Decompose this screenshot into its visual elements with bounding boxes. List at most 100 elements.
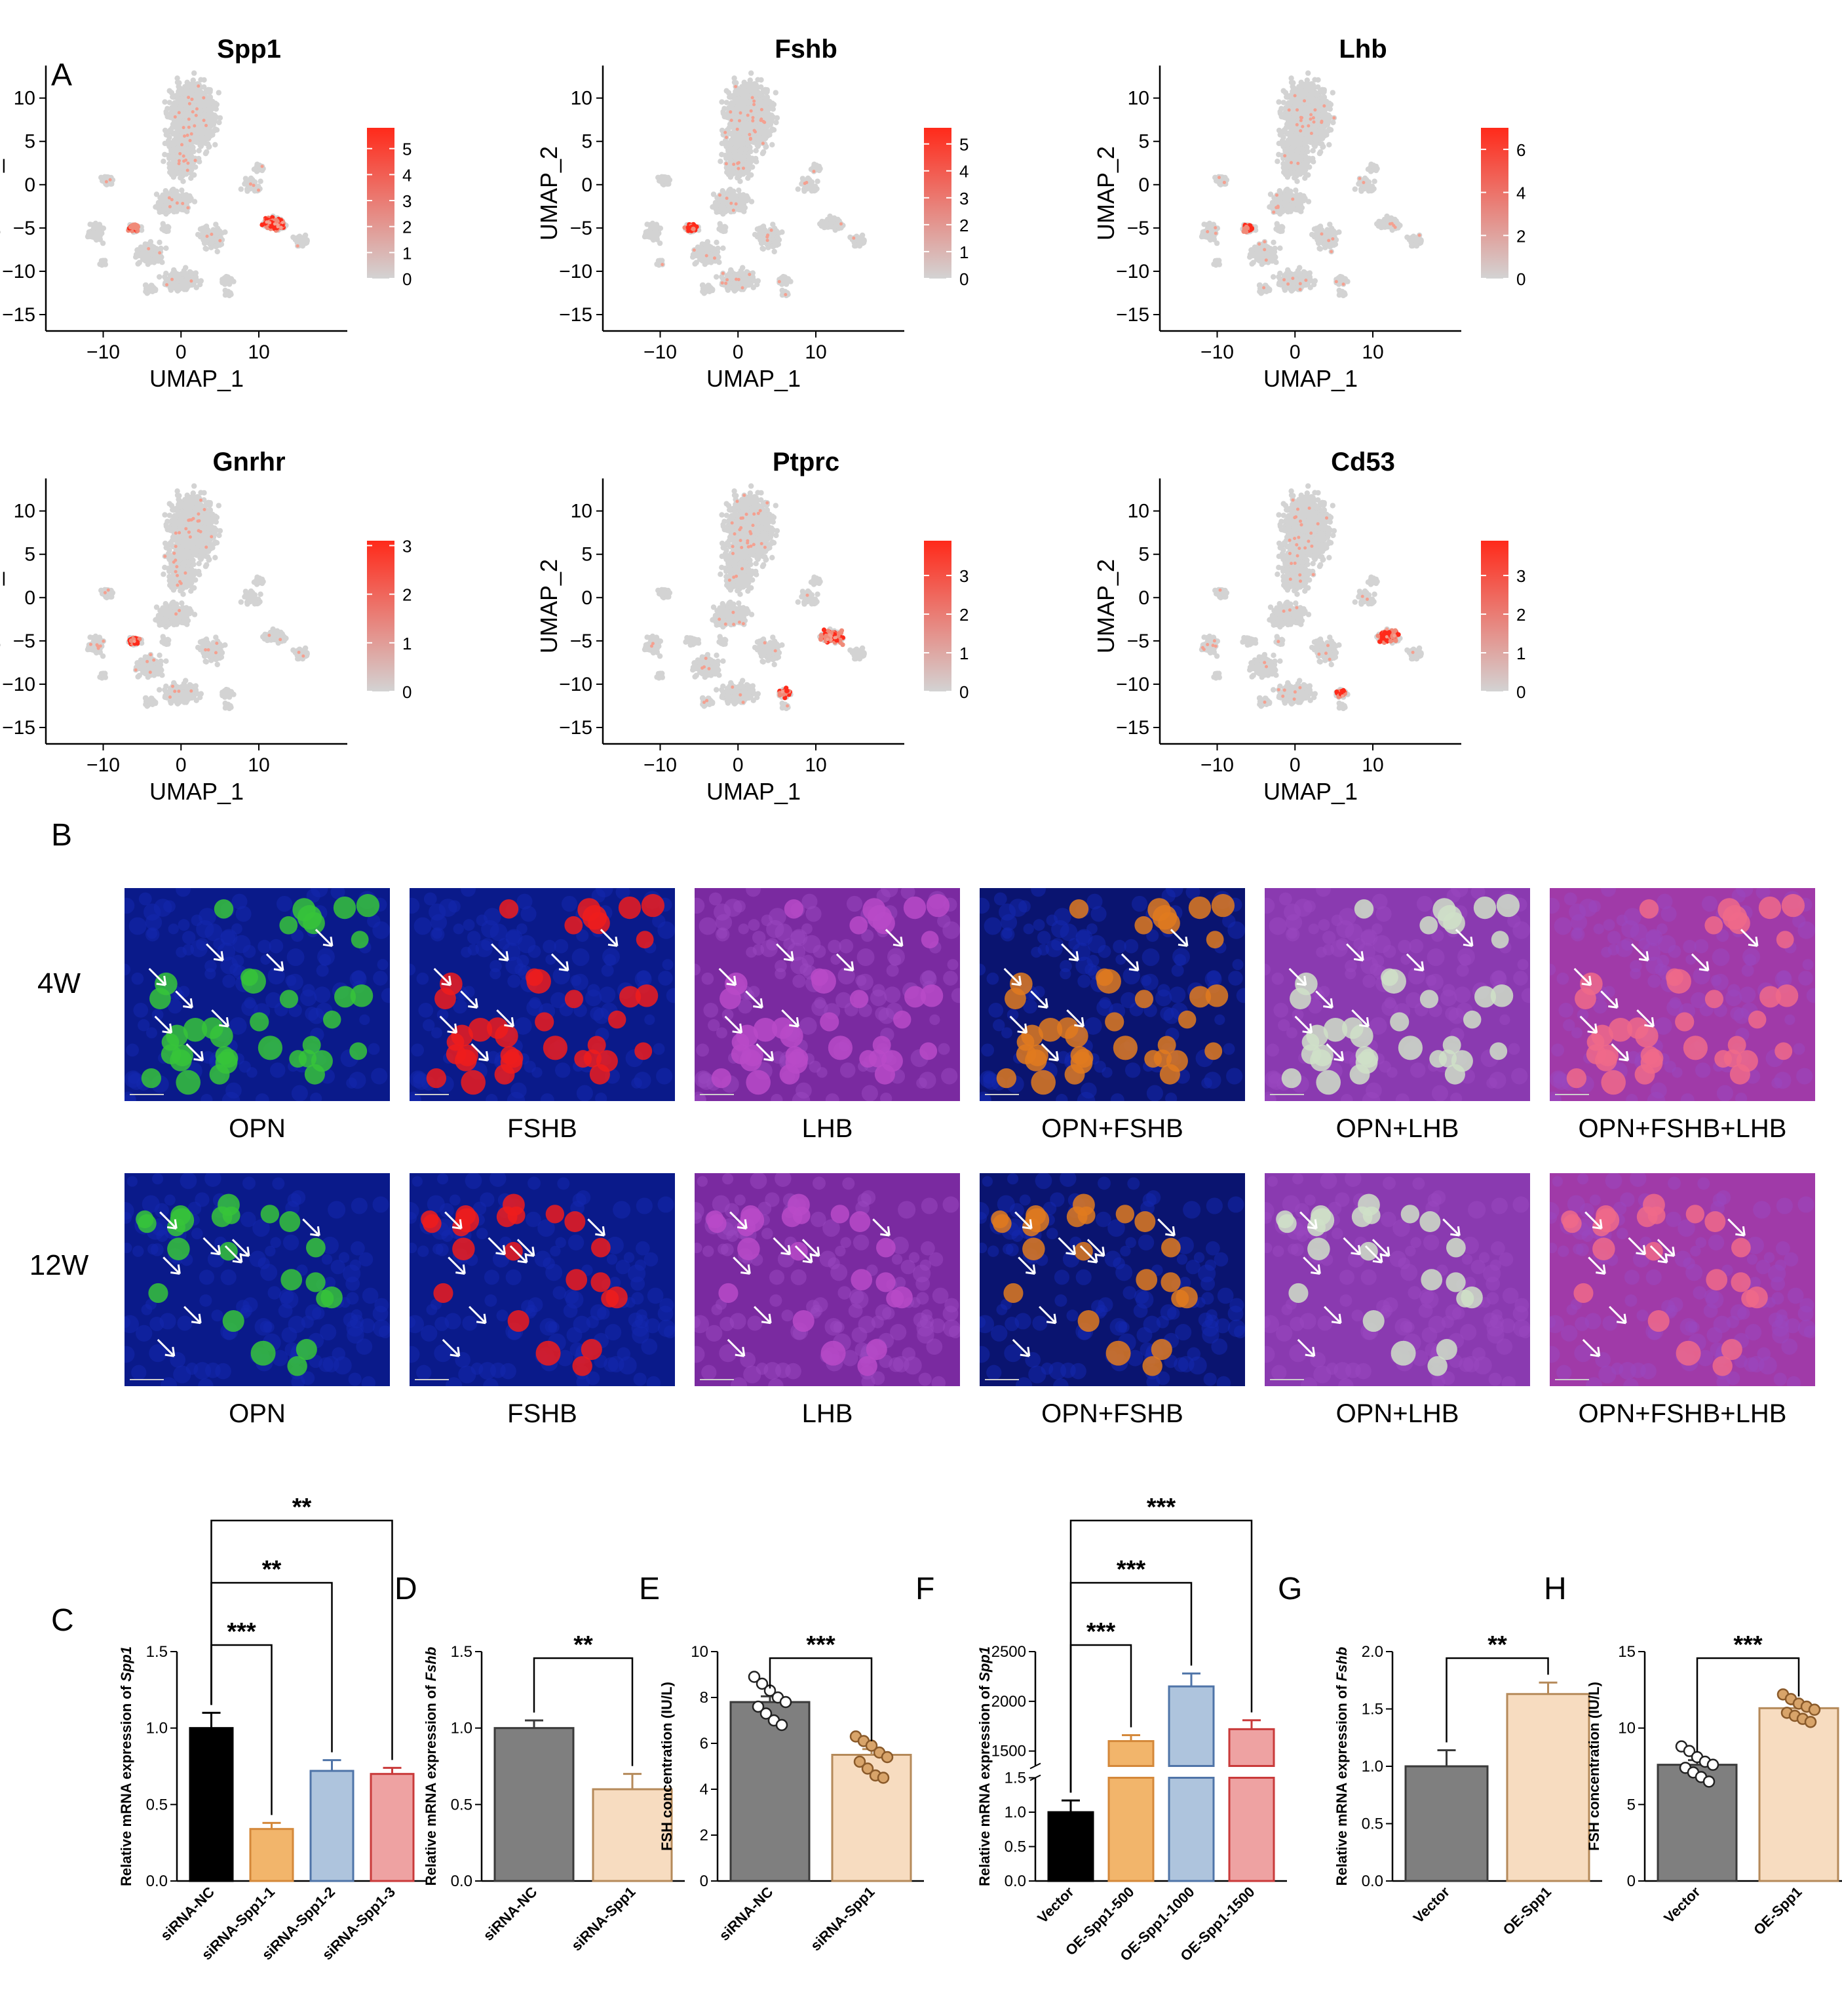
umap-cell bbox=[727, 94, 733, 100]
umap-expressing-cell bbox=[175, 201, 179, 205]
umap-cell bbox=[173, 169, 180, 175]
umap-cell bbox=[746, 277, 752, 283]
umap-cell bbox=[212, 126, 218, 132]
umap-cell bbox=[141, 250, 147, 256]
umap-cell bbox=[204, 118, 211, 125]
panel-label-C: C bbox=[51, 1603, 74, 1638]
umap-cell bbox=[752, 87, 758, 92]
umap-cell bbox=[212, 243, 219, 250]
umap-cell bbox=[710, 191, 717, 197]
umap-expressing-cell bbox=[182, 159, 186, 163]
umap-y-tick-label: 5 bbox=[24, 131, 35, 153]
umap-cell bbox=[182, 280, 188, 286]
umap-cell bbox=[100, 260, 106, 265]
umap-cell bbox=[191, 70, 197, 76]
umap-cell bbox=[751, 135, 758, 141]
umap-expressing-cell bbox=[177, 111, 181, 115]
umap-cell bbox=[166, 88, 172, 94]
umap-cell bbox=[744, 105, 750, 111]
umap-y-tick-label: −15 bbox=[2, 304, 35, 326]
umap-cell bbox=[747, 77, 754, 83]
umap-cell bbox=[184, 146, 190, 152]
umap-cell bbox=[199, 125, 204, 130]
umap-expressing-cell bbox=[265, 220, 269, 224]
umap-expressing-cell bbox=[147, 247, 151, 250]
umap-cell bbox=[170, 271, 176, 277]
umap-cell bbox=[644, 222, 650, 227]
umap-cell bbox=[212, 142, 218, 147]
umap-cell bbox=[202, 111, 208, 118]
umap-cell bbox=[741, 194, 748, 200]
umap-title: Spp1 bbox=[217, 35, 281, 64]
umap-cell bbox=[162, 99, 168, 105]
umap-cell bbox=[769, 126, 775, 132]
umap-cell bbox=[725, 168, 731, 174]
umap-cell bbox=[168, 142, 174, 147]
umap-cell bbox=[198, 278, 204, 284]
umap-cell bbox=[174, 75, 180, 81]
umap-cell bbox=[659, 174, 665, 180]
umap-cell bbox=[155, 203, 161, 208]
umap-cell bbox=[161, 159, 166, 165]
umap-cell bbox=[227, 290, 233, 296]
umap-expressing-cell bbox=[178, 152, 182, 155]
umap-cell bbox=[163, 225, 168, 231]
umap-cell bbox=[758, 237, 763, 243]
umap-cell bbox=[755, 278, 761, 284]
umap-expressing-cell bbox=[187, 125, 191, 129]
umap-cell bbox=[740, 106, 746, 112]
umap-cell bbox=[200, 229, 206, 235]
umap-expressing-cell bbox=[168, 204, 172, 208]
umap-cell bbox=[723, 207, 729, 214]
umap-cell bbox=[199, 140, 205, 145]
umap-cell bbox=[745, 175, 751, 181]
umap-cell bbox=[183, 106, 189, 112]
umap-expressing-cell bbox=[187, 102, 191, 106]
umap-cell bbox=[193, 164, 199, 170]
umap-cell bbox=[740, 95, 746, 102]
umap-cell bbox=[191, 199, 198, 204]
umap-cell bbox=[756, 140, 762, 145]
panel-label-G: G bbox=[1278, 1572, 1302, 1606]
umap-cell bbox=[756, 125, 761, 130]
umap-cell bbox=[653, 222, 660, 227]
umap-cell bbox=[211, 227, 218, 233]
umap-cell bbox=[163, 245, 169, 251]
umap-cell bbox=[748, 82, 754, 88]
umap-cell bbox=[182, 286, 187, 292]
colorbar-tick-label: 2 bbox=[402, 218, 412, 237]
umap-cell bbox=[90, 229, 96, 235]
umap-cell bbox=[136, 252, 142, 259]
umap-expressing-cell bbox=[181, 202, 185, 205]
umap-cell bbox=[302, 235, 308, 241]
umap-cell bbox=[765, 111, 771, 118]
umap-cell bbox=[190, 77, 196, 83]
umap-expressing-cell bbox=[257, 188, 260, 192]
umap-cell bbox=[226, 277, 232, 283]
umap-cell bbox=[736, 187, 742, 193]
umap-expressing-cell bbox=[204, 124, 208, 127]
umap-expressing-cell bbox=[178, 159, 181, 163]
umap-cell bbox=[217, 115, 223, 121]
umap-cell bbox=[140, 244, 147, 250]
umap-cell bbox=[693, 260, 699, 265]
umap-expressing-cell bbox=[158, 251, 162, 255]
umap-expressing-cell bbox=[210, 233, 214, 236]
umap-cell bbox=[208, 235, 214, 241]
umap-expressing-cell bbox=[268, 221, 272, 225]
umap-cell bbox=[757, 229, 763, 235]
umap-cell bbox=[727, 271, 733, 277]
umap-cell bbox=[174, 130, 180, 136]
umap-cell bbox=[196, 147, 202, 154]
umap-cell bbox=[174, 140, 180, 146]
umap-cell bbox=[770, 222, 776, 227]
umap-cell bbox=[201, 84, 207, 90]
umap-expressing-cell bbox=[165, 283, 168, 286]
umap-expressing-cell bbox=[185, 168, 189, 172]
umap-cell bbox=[157, 274, 163, 280]
umap-expressing-cell bbox=[180, 143, 183, 147]
umap-cell bbox=[725, 142, 731, 147]
umap-expressing-cell bbox=[252, 184, 256, 187]
umap-cell bbox=[740, 265, 746, 271]
